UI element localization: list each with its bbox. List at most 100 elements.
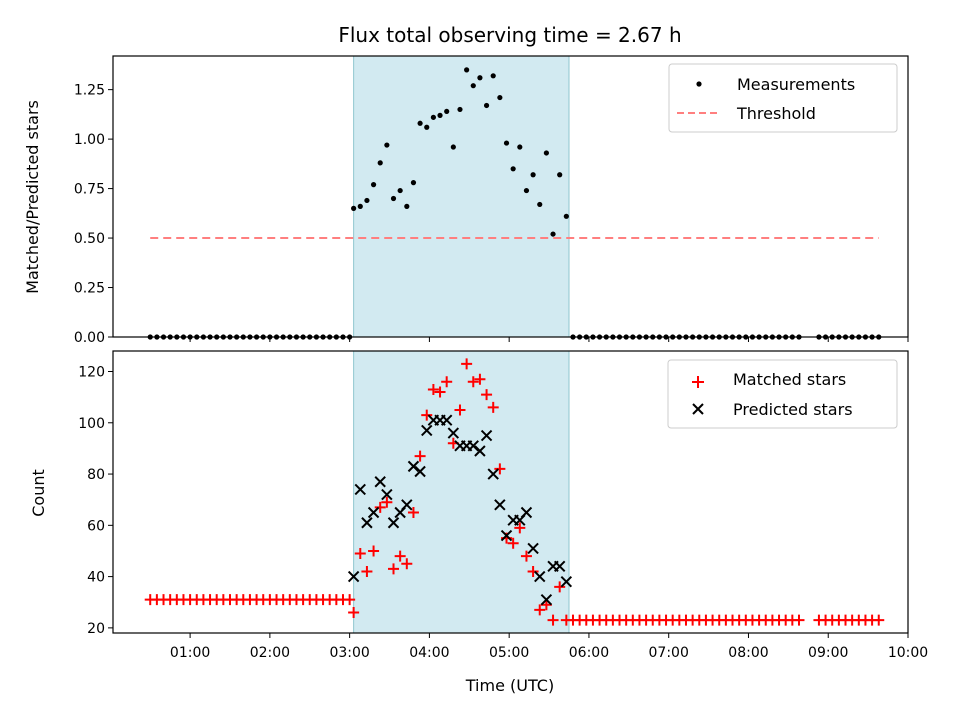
matched-star-point (461, 358, 473, 370)
measurement-point (497, 94, 503, 101)
predicted-star-point (421, 424, 433, 437)
predicted-star-point (474, 445, 486, 457)
measurement-point (384, 142, 390, 148)
count-y-tick-label: 40 (87, 570, 105, 586)
predicted-star-point (540, 593, 553, 606)
measurement-point (457, 106, 463, 113)
matched-star-point (520, 550, 532, 562)
measurement-point (557, 172, 563, 178)
matched-star-point (368, 545, 380, 557)
ratio-y-tick-label: 0.50 (74, 231, 105, 247)
x-tick-label: 10:00 (888, 645, 928, 661)
matched-star-point (407, 507, 419, 519)
predicted-star-point (361, 517, 373, 529)
measurement-point (450, 144, 456, 150)
measurement-point (510, 166, 516, 172)
ratio-y-tick-label: 1.25 (74, 83, 105, 99)
measurement-point (397, 187, 403, 194)
x-tick-label: 09:00 (808, 645, 848, 661)
matched-star-point (793, 614, 805, 626)
predicted-star-point (354, 483, 366, 496)
legend-measurements-marker (696, 81, 702, 87)
measurement-point (530, 172, 536, 178)
measurement-point (404, 203, 410, 209)
x-axis-label: Time (UTC) (465, 676, 554, 695)
predicted-star-point (467, 440, 479, 452)
predicted-star-point (407, 460, 420, 473)
matched-star-point (361, 565, 373, 577)
ratio-legend-box (668, 63, 898, 133)
ratio-y-tick-label: 0.25 (74, 281, 105, 297)
matched-star-point (441, 376, 453, 388)
count-panel: 20 40 60 80 100 120 01:00 02:00 03:00 04:00 05:00 0… (78, 350, 928, 661)
matched-star-point (374, 501, 386, 513)
count-y-tick-label: 100 (78, 416, 105, 432)
count-axes-frame (112, 350, 909, 634)
predicted-star-point (553, 560, 566, 573)
matched-star-point (344, 594, 356, 606)
measurement-point (370, 182, 377, 188)
x-tick-label: 05:00 (489, 645, 529, 661)
predicted-star-point (414, 465, 426, 478)
count-y-axis-label: Count (29, 469, 48, 517)
ratio-observing-window (353, 55, 570, 338)
predicted-star-point (447, 427, 460, 439)
measurement-point (437, 112, 443, 118)
x-tick-label: 01:00 (170, 645, 210, 661)
matched-star-point (394, 550, 406, 562)
measurement-point (410, 180, 417, 186)
predicted-star-point (347, 570, 360, 583)
count-y-tick-label: 20 (87, 621, 105, 637)
matched-star-point (554, 581, 566, 593)
ratio-axes-frame (112, 55, 909, 338)
matched-star-point (381, 496, 393, 508)
matched-star-point (434, 386, 446, 398)
x-tick-label: 02:00 (250, 645, 290, 661)
matched-star-point (354, 548, 366, 560)
matched-star-point (547, 614, 559, 626)
predicted-star-point (401, 499, 413, 511)
measurement-point (364, 197, 370, 204)
count-observing-window (353, 350, 570, 634)
matched-star-point (507, 537, 519, 549)
matched-star-point (388, 563, 400, 575)
x-tick-label: 04:00 (409, 645, 449, 661)
matched-star-point (401, 558, 413, 570)
measurement-point (377, 160, 383, 166)
predicted-star-point (534, 570, 546, 583)
measurement-point (483, 102, 490, 109)
x-tick-label: 08:00 (728, 645, 768, 661)
measurement-point (351, 205, 357, 211)
ratio-panel: 0.00 0.25 0.50 0.75 1.00 1.25 (74, 55, 909, 346)
measurement-point (430, 114, 436, 120)
legend-matched-marker (692, 376, 704, 388)
matched-star-point (348, 606, 360, 618)
count-y-tick-label: 80 (87, 467, 105, 483)
matched-star-point (481, 389, 493, 401)
legend-measurements-label: Measurements (737, 75, 855, 94)
matched-star-point (487, 401, 499, 413)
measurement-point (464, 67, 470, 73)
predicted-star-point (527, 542, 539, 555)
ratio-y-tick-label: 0.75 (74, 182, 105, 198)
chart-title: Flux total observing time = 2.67 h (338, 23, 681, 47)
measurement-point (417, 120, 423, 126)
measurement-point (390, 195, 397, 202)
legend-threshold-label: Threshold (736, 104, 816, 123)
count-y-tick-label: 120 (78, 365, 105, 381)
matched-star-point (454, 404, 466, 416)
count-legend: Matched stars Predicted stars (667, 359, 898, 429)
matched-star-point (414, 450, 426, 462)
predicted-star-point (440, 414, 453, 426)
measurement-point (490, 73, 496, 79)
x-tick-label: 06:00 (569, 645, 609, 661)
matched-star-point (421, 409, 433, 421)
matched-star-point (494, 463, 506, 475)
ratio-y-tick-label: 0.00 (74, 330, 105, 346)
measurement-point (543, 150, 549, 156)
measurement-point (537, 201, 543, 208)
count-legend-box (667, 359, 898, 429)
legend-matched-label: Matched stars (733, 370, 846, 389)
